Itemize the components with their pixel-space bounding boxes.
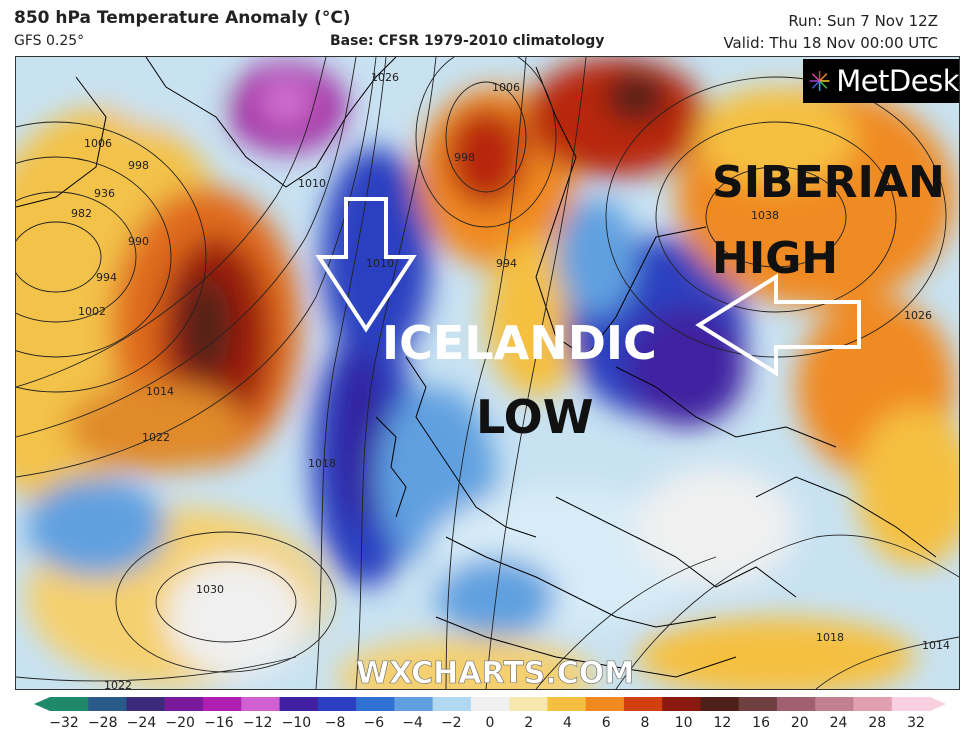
colorbar-segment — [279, 697, 319, 711]
colorbar-segment — [662, 697, 701, 711]
isobar-label: 1002 — [78, 305, 106, 318]
colorbar-tick-label: −4 — [402, 715, 423, 731]
colorbar-segment — [164, 697, 204, 711]
colorbar-segment — [891, 697, 931, 711]
colorbar-segment — [126, 697, 166, 711]
isobar-label: 1014 — [146, 385, 174, 398]
metdesk-logo: MetDesk — [803, 59, 959, 103]
isobar-label: 1022 — [104, 679, 132, 689]
colorbar-tick-label: −32 — [49, 715, 79, 731]
colorbar-segment — [585, 697, 625, 711]
watermark: WXCHARTS.COM — [356, 656, 634, 689]
colorbar — [34, 697, 946, 711]
climatology-label: Base: CFSR 1979-2010 climatology — [330, 33, 605, 49]
colorbar-segment — [203, 697, 242, 711]
colorbar-tick-label: −20 — [165, 715, 195, 731]
chart-title: 850 hPa Temperature Anomaly (°C) — [14, 8, 351, 28]
colorbar-tick-label: −28 — [87, 715, 118, 731]
colorbar-segment — [50, 697, 89, 711]
colorbar-segment — [547, 697, 587, 711]
colorbar-tick-label: 20 — [790, 715, 809, 731]
high-label: HIGH — [712, 233, 838, 284]
colorbar-tick-label: −10 — [281, 715, 312, 731]
isobar-label: 994 — [496, 257, 517, 270]
isobar-label: 990 — [128, 235, 149, 248]
coastlines — [16, 57, 937, 678]
isobar-label: 1022 — [142, 431, 170, 444]
colorbar-segment — [738, 697, 778, 711]
isobar-label: 1030 — [196, 583, 224, 596]
colorbar-segment — [700, 697, 740, 711]
colorbar-tick-label: 24 — [829, 715, 848, 731]
isobar-lines — [16, 57, 959, 689]
siberian-label: SIBERIAN — [712, 157, 945, 208]
isobar-label: 1006 — [84, 137, 112, 150]
isobar-label: 1014 — [922, 639, 950, 652]
isobar-label: 1010 — [298, 177, 326, 190]
colorbar-segment — [356, 697, 395, 711]
icelandic-label: ICELANDIC — [382, 316, 657, 370]
colorbar-ticks: −32 −28 −24 −20 −16 −12 −10 −8 −6 −4 −2 0 2 4 6 8 10 12 16… — [34, 715, 946, 735]
isobar-label: 936 — [94, 187, 115, 200]
colorbar-segment — [853, 697, 893, 711]
left-arrow-icon — [695, 273, 861, 377]
colorbar-tick-label: −2 — [440, 715, 462, 731]
run-time: Run: Sun 7 Nov 12Z — [788, 12, 938, 30]
isobar-label: 982 — [71, 207, 92, 220]
isobar-label: 994 — [96, 271, 117, 284]
colorbar-right-cap — [930, 697, 946, 711]
isobar-label: 998 — [128, 159, 149, 172]
anomaly-map: 1006 998 936 982 990 994 1002 1014 1022 … — [16, 57, 959, 689]
colorbar-segment — [470, 697, 510, 711]
low-label: LOW — [476, 390, 594, 444]
colorbar-tick-label: −16 — [204, 715, 234, 731]
colorbar-tick-label: −24 — [126, 715, 157, 731]
colorbar-segment — [815, 697, 854, 711]
colorbar-segment — [88, 697, 128, 711]
isobar-label: 998 — [454, 151, 475, 164]
isobar-label: 1018 — [816, 631, 844, 644]
annotations: SIBERIAN HIGH ICELANDIC LOW WXCHARTS.COM — [356, 157, 945, 689]
valid-time: Valid: Thu 18 Nov 00:00 UTC — [723, 34, 938, 52]
colorbar-tick-label: 0 — [485, 715, 495, 731]
colorbar-tick-label: 6 — [601, 715, 611, 731]
isobar-labels: 1006 998 936 982 990 994 1002 1014 1022 … — [71, 71, 950, 689]
isobar-label: 1026 — [371, 71, 399, 84]
colorbar-tick-label: 16 — [752, 715, 770, 731]
colorbar-left-cap — [34, 697, 50, 711]
colorbar-segment — [776, 697, 816, 711]
colorbar-tick-label: 2 — [524, 715, 534, 731]
isobar-label: 1006 — [492, 81, 520, 94]
colorbar-segment — [432, 697, 472, 711]
isobar-label: 1026 — [904, 309, 932, 322]
isobar-label: 1010 — [366, 257, 394, 270]
colorbar-tick-label: 32 — [907, 715, 925, 731]
colorbar-tick-label: 28 — [868, 715, 887, 731]
colorbar-tick-label: 10 — [674, 715, 693, 731]
isobar-label: 1018 — [308, 457, 336, 470]
colorbar-tick-label: −8 — [324, 715, 346, 731]
colorbar-segment — [241, 697, 281, 711]
colorbar-segment — [317, 697, 357, 711]
down-arrow-icon — [315, 197, 417, 333]
map-panel: 1006 998 936 982 990 994 1002 1014 1022 … — [15, 56, 960, 690]
colorbar-tick-label: 8 — [640, 715, 650, 731]
model-label: GFS 0.25° — [14, 33, 85, 49]
colorbar-tick-label: −12 — [242, 715, 273, 731]
colorbar-tick-label: 12 — [713, 715, 732, 731]
colorbar-tick-label: 4 — [562, 715, 572, 731]
logo-text: MetDesk — [836, 64, 959, 98]
colorbar-tick-label: −6 — [363, 715, 385, 731]
colorbar-segment — [394, 697, 434, 711]
metdesk-starburst-icon — [809, 70, 830, 92]
isobar-label: 1038 — [751, 209, 779, 222]
colorbar-segment — [509, 697, 548, 711]
colorbar-segment — [623, 697, 663, 711]
